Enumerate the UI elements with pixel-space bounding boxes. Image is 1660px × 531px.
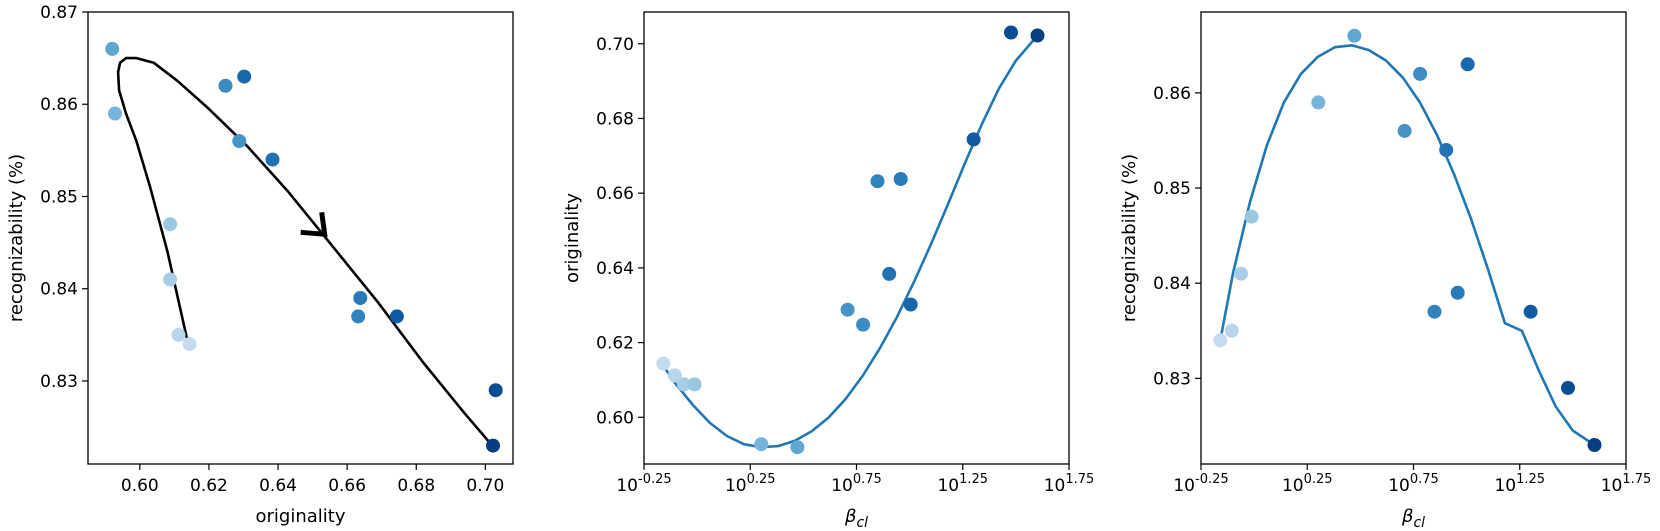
data-point — [182, 337, 197, 352]
x-tick-label: 100.75 — [831, 472, 882, 496]
y-tick-label: 0.84 — [1153, 274, 1191, 294]
x-tick-label: 10-0.25 — [616, 472, 671, 496]
x-tick-label: 100.25 — [1282, 472, 1333, 496]
x-tick-label: 0.68 — [397, 476, 435, 496]
panel-originality-vs-recognizability: 0.60 0.62 0.64 0.66 0.68 0.70 0.83 0.84 0.85 0.86… — [6, 3, 514, 527]
y-tick-label: 0.62 — [596, 334, 634, 354]
x-tick-label: 100.25 — [725, 472, 776, 496]
x-axis-label: originality — [256, 506, 346, 527]
data-point — [1347, 28, 1362, 43]
data-point — [488, 383, 503, 398]
data-point — [1460, 57, 1475, 72]
data-point — [1234, 266, 1248, 281]
y-axis-label: originality — [562, 193, 583, 283]
data-point — [667, 368, 682, 383]
data-point — [1397, 123, 1412, 138]
x-tick-label: 101.25 — [937, 472, 988, 496]
x-tick-label: 0.66 — [328, 476, 366, 496]
data-point — [840, 302, 855, 317]
panel-beta-vs-recognizability: 10-0.25 100.25 100.75 101.25 101.75 0.83 0.84 0… — [1119, 11, 1652, 531]
y-tick-label: 0.86 — [40, 95, 78, 115]
x-axis-label: βcl — [1401, 506, 1425, 531]
x-tick-label: 101.75 — [1601, 472, 1652, 496]
data-point — [856, 317, 871, 332]
data-point — [893, 172, 908, 186]
data-point — [687, 377, 702, 392]
data-point — [1244, 209, 1259, 224]
data-point — [351, 309, 366, 324]
x-tick-label: 101.75 — [1044, 472, 1095, 496]
data-point — [1213, 333, 1228, 348]
direction-arrow — [300, 211, 328, 238]
y-tick-label: 0.83 — [1153, 369, 1191, 389]
data-point — [1413, 66, 1428, 81]
y-tick-label: 0.85 — [1153, 179, 1191, 199]
y-tick-label: 0.87 — [40, 3, 78, 23]
data-point — [1224, 323, 1239, 338]
data-point — [1450, 285, 1465, 300]
data-point — [754, 437, 769, 452]
y-tick-label: 0.60 — [596, 408, 634, 428]
x-tick-label: 10-0.25 — [1173, 472, 1228, 496]
data-point — [237, 69, 252, 84]
data-point — [389, 309, 404, 324]
y-axis-label: recognizability (%) — [1119, 154, 1140, 322]
fit-curve — [662, 34, 1039, 449]
y-tick-label: 0.66 — [596, 184, 634, 204]
data-point — [790, 440, 805, 455]
data-point — [232, 134, 247, 149]
plot-frame — [1200, 11, 1627, 465]
y-tick-label: 0.70 — [596, 35, 634, 55]
data-point — [656, 356, 671, 371]
data-point — [903, 297, 918, 312]
data-point — [677, 377, 691, 392]
x-tick-label: 0.70 — [466, 476, 504, 496]
x-tick-label: 101.25 — [1494, 472, 1545, 496]
data-point — [966, 132, 981, 147]
data-point — [265, 152, 280, 167]
fit-curve — [1219, 44, 1596, 447]
y-axis-label: recognizability (%) — [6, 154, 27, 322]
data-point — [105, 41, 120, 56]
data-point — [171, 327, 186, 342]
data-point — [1561, 380, 1575, 395]
data-point — [163, 217, 178, 232]
data-point — [353, 291, 368, 305]
data-point — [1004, 25, 1018, 40]
panel-beta-vs-originality: 10-0.25 100.25 100.75 101.25 101.75 0.60 0.62 0… — [562, 11, 1095, 531]
data-point — [870, 174, 885, 189]
x-axis-label: βcl — [844, 506, 868, 531]
y-tick-label: 0.86 — [1153, 84, 1191, 104]
data-point — [1427, 304, 1442, 319]
data-point — [1311, 95, 1326, 110]
data-point — [1439, 143, 1454, 157]
data-point — [218, 78, 233, 93]
y-tick-label: 0.68 — [596, 109, 634, 129]
data-point — [1523, 304, 1538, 319]
y-tick-label: 0.64 — [596, 259, 634, 279]
data-point — [1030, 28, 1045, 43]
data-point — [486, 438, 500, 453]
plot-frame — [87, 11, 514, 465]
data-point — [1587, 438, 1602, 452]
data-point — [163, 272, 178, 287]
data-point — [882, 266, 897, 281]
y-tick-label: 0.84 — [40, 280, 78, 300]
x-tick-label: 0.62 — [190, 476, 228, 496]
x-tick-label: 0.64 — [259, 476, 297, 496]
fit-curve — [116, 56, 494, 447]
x-tick-label: 0.60 — [121, 476, 159, 496]
y-tick-label: 0.85 — [40, 187, 78, 207]
y-tick-label: 0.83 — [40, 372, 78, 392]
x-tick-label: 100.75 — [1388, 472, 1439, 496]
data-point — [108, 106, 122, 121]
